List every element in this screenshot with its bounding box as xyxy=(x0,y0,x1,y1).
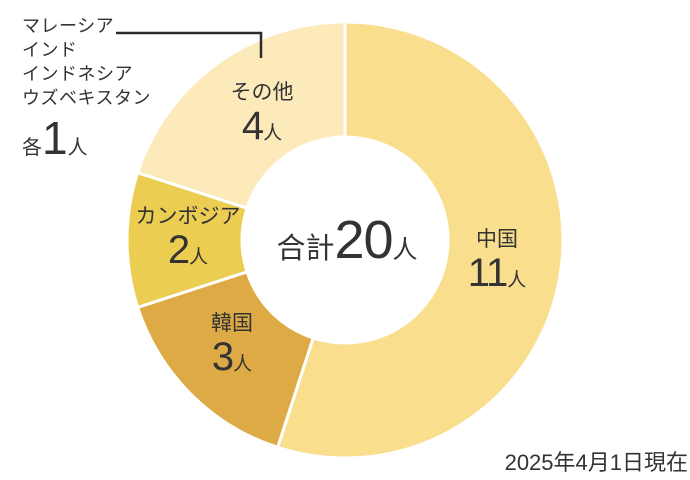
slice-label-others: その他 4人 xyxy=(231,81,294,146)
slice-name: 韓国 xyxy=(211,312,253,335)
others-country-list: マレーシアインドインドネシア ウズベキスタン xyxy=(22,14,151,110)
slice-label-cambodia: カンボジア 2人 xyxy=(136,205,241,270)
total-label: 合計 20 人 xyxy=(276,209,417,271)
total-unit: 人 xyxy=(392,236,418,264)
each-value: 1 xyxy=(42,112,68,164)
annotation-leader-line xyxy=(116,31,263,58)
total-value: 20 xyxy=(334,210,393,270)
as-of-date: 2025年4月1日現在 xyxy=(504,450,688,475)
slice-label-korea: 韓国 3人 xyxy=(211,312,253,377)
slice-value: 3人 xyxy=(211,335,253,380)
annotation-country: ウズベキスタン xyxy=(22,88,151,108)
slice-value: 2人 xyxy=(167,228,209,273)
slice-name: 中国 xyxy=(475,228,518,251)
each-unit: 人 xyxy=(67,137,88,159)
each-count-label: 各 1 人 xyxy=(22,112,151,164)
others-breakdown-annotation: マレーシアインドインドネシア ウズベキスタン 各 1 人 xyxy=(22,14,151,164)
annotation-country: インドネシア xyxy=(22,64,133,84)
annotation-country: マレーシア xyxy=(22,16,115,36)
slice-value: 4人 xyxy=(241,104,283,149)
slice-label-china: 中国 11人 xyxy=(468,228,527,293)
donut-slice-korea xyxy=(135,269,316,450)
total-prefix: 合計 xyxy=(276,233,335,265)
slice-value: 11人 xyxy=(467,251,527,296)
donut-slice-china xyxy=(275,20,565,460)
annotation-country: インド xyxy=(22,40,78,60)
slice-name: その他 xyxy=(230,81,294,104)
donut-slice-others xyxy=(135,20,347,211)
each-prefix: 各 xyxy=(22,137,42,159)
slice-name: カンボジア xyxy=(135,205,241,228)
